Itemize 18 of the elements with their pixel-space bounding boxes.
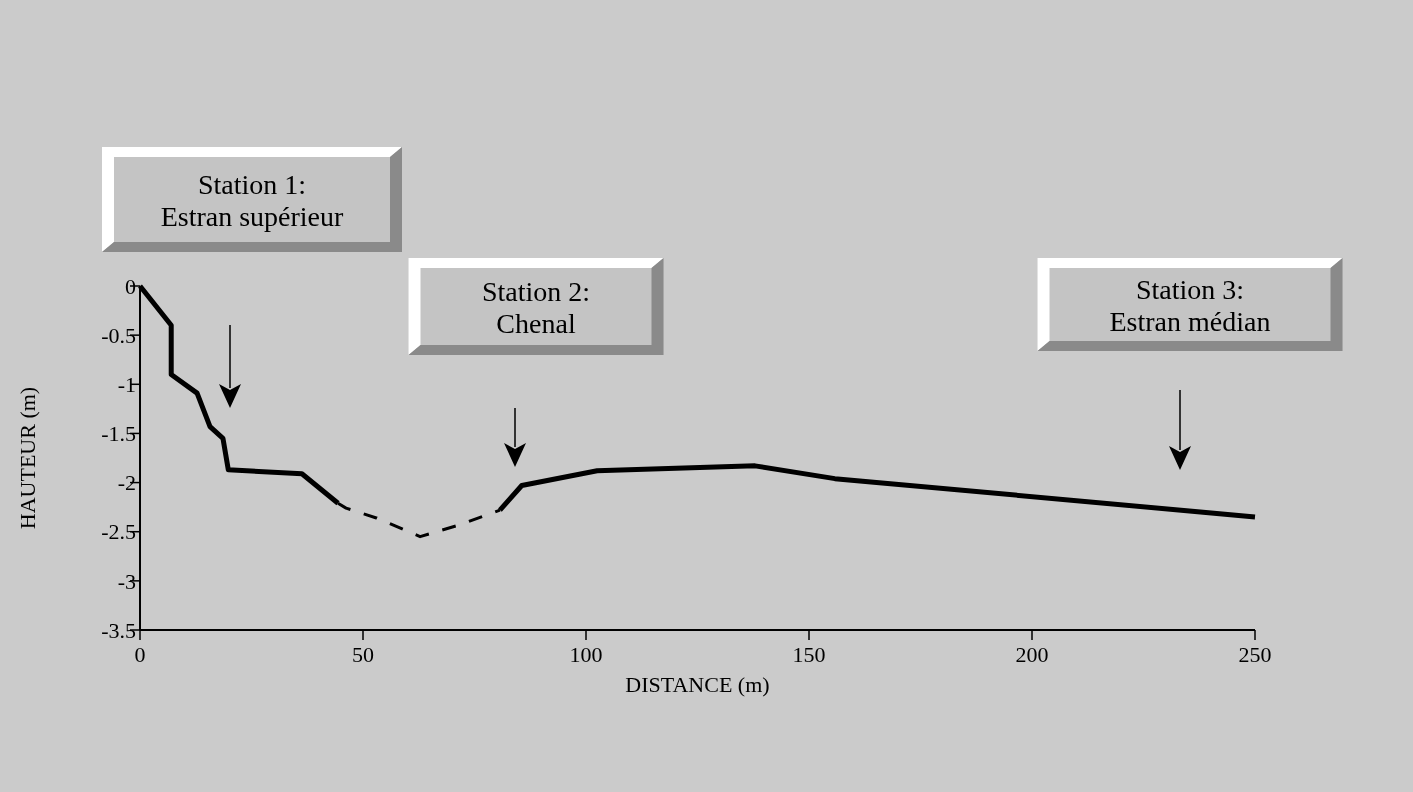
text: Station 1: Estran supérieur: [160, 169, 345, 233]
x-axis-title: DISTANCE (m): [625, 672, 770, 697]
y-tick-label: -1.5: [101, 421, 136, 447]
y-tick-label: -0.5: [101, 322, 136, 348]
y-axis-title: HAUTEUR (m): [15, 386, 40, 530]
x-tick-label: 100: [569, 642, 603, 667]
y-tick-label: -3: [117, 568, 136, 594]
x-tick-label: 50: [352, 642, 374, 667]
y-tick-label: -2.5: [101, 519, 136, 545]
x-tick-label: 250: [1238, 642, 1272, 667]
annotation: Station 3: Estran médian: [1109, 274, 1271, 338]
y-tick-label: -3.5: [101, 617, 136, 643]
x-tick-label: 200: [1015, 642, 1049, 667]
annotation: Station 2: Chenal: [481, 276, 591, 340]
y-tick-label: -1: [117, 371, 136, 397]
y-tick-label: -2: [117, 470, 136, 496]
x-tick-label: 150: [792, 642, 826, 667]
y-tick-label: 0: [125, 273, 136, 299]
